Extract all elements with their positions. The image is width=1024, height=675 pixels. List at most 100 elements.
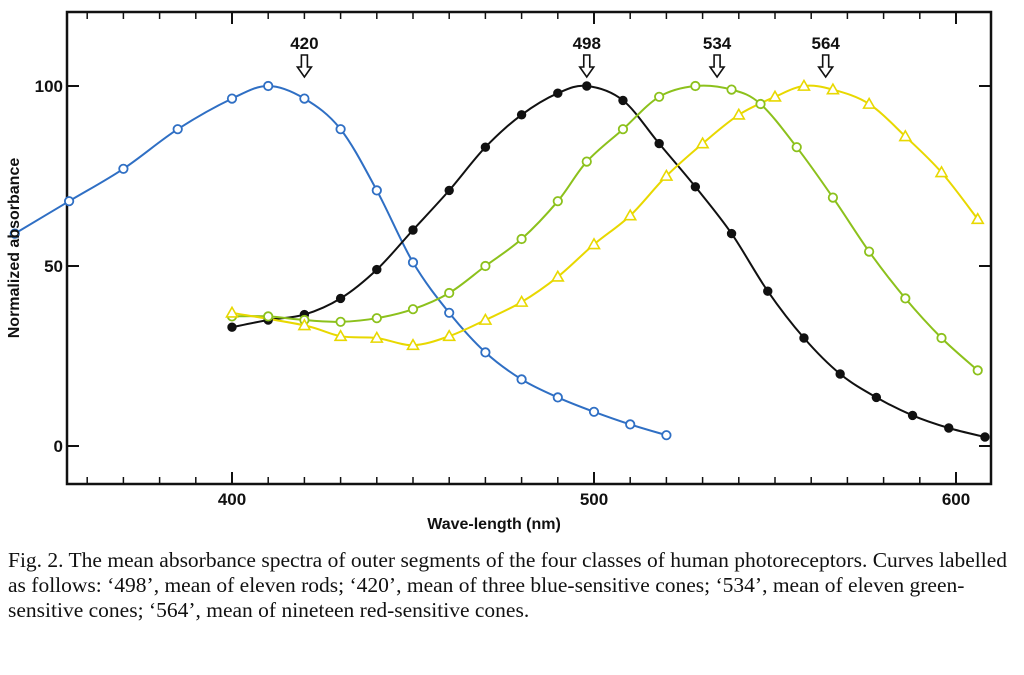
data-point-triangle bbox=[898, 129, 913, 142]
data-point-open bbox=[118, 163, 129, 174]
data-point-filled bbox=[408, 225, 418, 235]
data-point-triangle bbox=[225, 305, 239, 318]
data-point-open bbox=[516, 374, 527, 385]
data-markers bbox=[9, 78, 990, 442]
data-point-filled bbox=[335, 293, 346, 304]
peak-label: 534 bbox=[703, 34, 732, 53]
plot-frame bbox=[65, 10, 993, 486]
data-point-open bbox=[552, 392, 563, 403]
data-point-open bbox=[625, 419, 636, 430]
data-point-triangle bbox=[369, 330, 384, 343]
peak-arrow-icon bbox=[817, 54, 835, 79]
peak-arrow-icon bbox=[295, 54, 313, 79]
data-point-open bbox=[480, 347, 491, 358]
data-point-triangle bbox=[550, 269, 565, 282]
data-point-triangle bbox=[934, 165, 949, 178]
peak-arrow-icon bbox=[578, 54, 596, 79]
data-point-triangle bbox=[587, 237, 601, 250]
data-point-open bbox=[936, 332, 947, 344]
y-tick-label: 100 bbox=[35, 77, 63, 96]
y-axis-label: Normalized absorbance bbox=[6, 158, 23, 339]
x-tick-label: 400 bbox=[218, 490, 246, 509]
data-point-open bbox=[516, 233, 527, 245]
data-point-filled bbox=[618, 95, 628, 106]
series-line-3 bbox=[231, 84, 979, 347]
data-point-open bbox=[588, 406, 600, 417]
data-point-open bbox=[552, 196, 563, 207]
data-point-filled bbox=[582, 81, 592, 91]
data-point-triangle bbox=[862, 96, 876, 109]
data-point-open bbox=[617, 124, 629, 135]
data-point-open bbox=[407, 304, 419, 315]
data-point-triangle bbox=[442, 329, 457, 342]
data-point-triangle bbox=[797, 78, 811, 91]
data-point-open bbox=[263, 80, 274, 92]
data-point-open bbox=[371, 185, 382, 196]
data-point-triangle bbox=[659, 168, 674, 181]
data-point-open bbox=[335, 124, 346, 135]
data-point-triangle bbox=[695, 136, 710, 149]
data-point-filled bbox=[516, 110, 527, 120]
x-minor-ticks bbox=[86, 12, 921, 484]
data-point-filled bbox=[480, 142, 491, 152]
data-point-open bbox=[864, 246, 875, 257]
data-point-open bbox=[444, 287, 455, 299]
data-point-filled bbox=[227, 322, 237, 332]
data-point-triangle bbox=[297, 318, 312, 331]
data-point-open bbox=[407, 257, 419, 268]
y-tick-label: 50 bbox=[44, 257, 63, 276]
peak-label: 564 bbox=[811, 34, 840, 53]
data-point-filled bbox=[690, 182, 701, 192]
data-point-open bbox=[791, 142, 802, 153]
data-point-open bbox=[263, 311, 274, 322]
data-point-filled bbox=[907, 410, 918, 421]
data-point-open bbox=[755, 98, 766, 110]
y-tick-label: 0 bbox=[54, 437, 63, 456]
data-point-filled bbox=[726, 228, 737, 239]
data-point-triangle bbox=[514, 294, 529, 307]
data-point-open bbox=[371, 313, 382, 324]
x-axis-label: Wave-length (nm) bbox=[427, 516, 561, 533]
data-point-open bbox=[972, 365, 983, 376]
data-point-open bbox=[444, 307, 455, 318]
data-point-open bbox=[226, 93, 238, 104]
data-point-filled bbox=[372, 264, 382, 275]
peak-arrow-icon bbox=[708, 54, 726, 79]
data-point-open bbox=[335, 316, 346, 327]
data-point-triangle bbox=[623, 208, 638, 221]
data-point-filled bbox=[763, 286, 773, 296]
axis-ticks: 400 500 600 0 50 100 bbox=[35, 12, 991, 509]
series-line-0 bbox=[14, 84, 667, 437]
figure-caption: Fig. 2. The mean absorbance spectra of o… bbox=[8, 548, 1008, 622]
data-point-filled bbox=[980, 432, 990, 442]
peak-label: 420 bbox=[290, 34, 318, 53]
data-point-triangle bbox=[970, 212, 985, 225]
spectral-curves bbox=[14, 84, 986, 438]
data-point-open bbox=[726, 84, 737, 95]
data-point-filled bbox=[444, 185, 454, 196]
data-point-triangle bbox=[478, 312, 493, 325]
data-point-filled bbox=[835, 369, 845, 379]
data-point-open bbox=[581, 156, 592, 167]
data-point-filled bbox=[944, 423, 954, 433]
data-point-open bbox=[900, 293, 911, 304]
data-point-open bbox=[9, 228, 20, 239]
data-point-open bbox=[172, 124, 183, 135]
x-tick-label: 500 bbox=[580, 490, 608, 509]
data-point-open bbox=[64, 196, 75, 207]
data-point-open bbox=[480, 260, 491, 272]
data-point-open bbox=[827, 192, 839, 203]
data-point-filled bbox=[553, 88, 563, 98]
data-point-filled bbox=[871, 392, 882, 403]
data-point-filled bbox=[799, 333, 809, 343]
peak-label: 498 bbox=[573, 34, 601, 53]
series-line-2 bbox=[231, 84, 979, 372]
x-tick-label: 600 bbox=[942, 490, 970, 509]
data-point-triangle bbox=[826, 82, 840, 95]
data-point-open bbox=[299, 93, 310, 104]
data-point-triangle bbox=[768, 89, 782, 102]
peak-annotations: 420 498 534 564 bbox=[290, 34, 840, 79]
data-point-open bbox=[654, 91, 665, 102]
data-point-open bbox=[690, 80, 701, 92]
